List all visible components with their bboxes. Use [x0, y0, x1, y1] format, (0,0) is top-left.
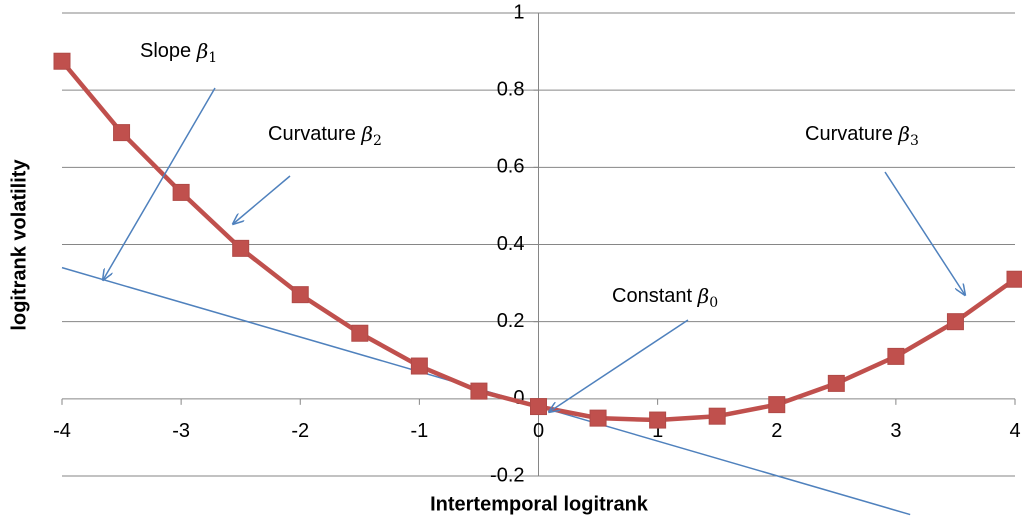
marker	[768, 396, 786, 414]
x-tick-label: 3	[890, 420, 901, 442]
marker	[113, 124, 131, 142]
annotation-label: Curvature	[805, 123, 893, 145]
y-tick-label: -0.2	[490, 464, 524, 486]
annotation-symbol: β	[897, 122, 910, 146]
y-tick-label: 0.4	[497, 233, 525, 255]
plot-area	[53, 52, 1022, 516]
marker	[708, 407, 726, 425]
annotation-subscript: 0	[709, 295, 718, 311]
x-tick-label: -1	[410, 420, 428, 442]
arrow	[103, 87, 216, 280]
marker	[410, 357, 428, 375]
marker	[470, 382, 488, 400]
arrow	[233, 175, 291, 224]
annotation-symbol: β	[196, 39, 209, 63]
annotation: Constant β0	[612, 284, 718, 312]
marker	[649, 411, 667, 429]
marker	[530, 398, 547, 416]
annotation-subscript: 2	[373, 133, 382, 149]
x-axis-title: Intertemporal logitrank	[430, 493, 649, 515]
annotation-symbol: β	[360, 122, 373, 146]
x-tick-label: 0	[533, 420, 544, 442]
marker	[53, 52, 71, 70]
annotation-subscript: 3	[910, 133, 919, 149]
marker	[827, 374, 845, 392]
annotation-label: Constant	[612, 285, 692, 307]
annotation: Curvature β3	[805, 122, 919, 150]
arrow	[884, 171, 965, 295]
y-tick-label: 0.2	[497, 310, 525, 332]
y-tick-label: 1	[513, 1, 524, 23]
y-tick-label: 0	[513, 387, 524, 409]
y-axis-title: logitrank volatility	[8, 159, 30, 331]
marker	[172, 183, 190, 201]
marker	[291, 286, 309, 304]
marker	[1006, 270, 1022, 288]
annotation-label: Curvature	[268, 123, 356, 145]
y-tick-label: 0.6	[497, 156, 525, 178]
arrow	[549, 319, 689, 412]
marker	[589, 409, 607, 427]
annotation-symbol: β	[697, 284, 710, 308]
annotation: Slope β1	[140, 39, 217, 67]
annotation-subscript: 1	[208, 50, 217, 66]
annotation-arrows	[103, 87, 965, 412]
x-tick-label: -3	[172, 420, 190, 442]
x-tick-label: -4	[53, 420, 71, 442]
marker	[946, 313, 964, 331]
x-tick-label: 4	[1009, 420, 1020, 442]
marker	[232, 239, 250, 257]
marker	[351, 324, 369, 342]
x-tick-label: 1	[652, 420, 663, 442]
x-tick-label: 2	[771, 420, 782, 442]
annotation: Curvature β2	[268, 122, 382, 150]
annotation-label: Slope	[140, 40, 191, 62]
x-tick-label: -2	[291, 420, 309, 442]
grid: -0.2 0 0.2 0.4 0.6 0.8 1 -4 -3 -2 -1 0 1 2 3 4	[53, 1, 1020, 486]
y-tick-label: 0.8	[497, 78, 525, 100]
marker	[887, 347, 905, 365]
